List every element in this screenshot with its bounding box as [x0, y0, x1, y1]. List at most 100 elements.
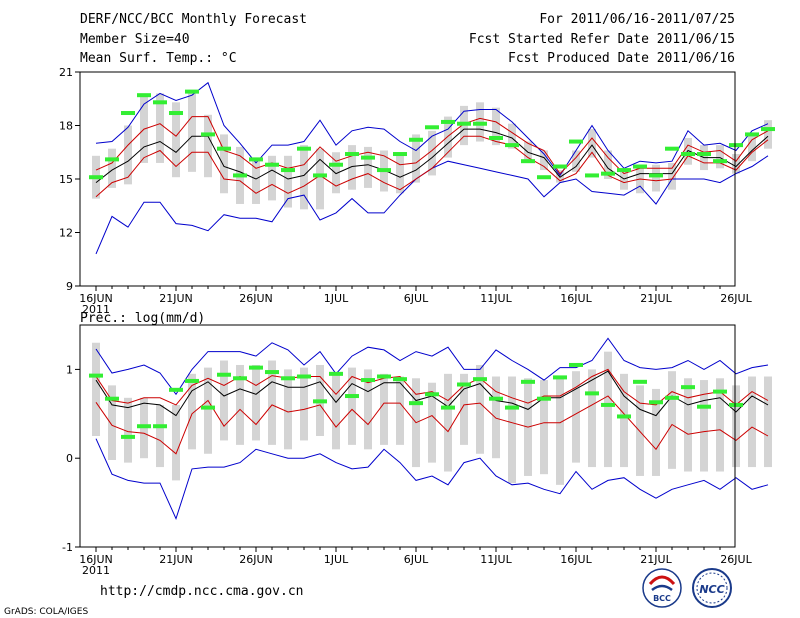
precip-x-tick-label: 6JUL — [404, 553, 429, 566]
header-start-date: Fcst Started Refer Date 2011/06/15 — [469, 32, 735, 47]
precip-median-marker — [297, 374, 311, 379]
precip-median-marker — [121, 434, 135, 439]
header-forecast-period: For 2011/06/16-2011/07/25 — [539, 12, 735, 27]
precip-x-tick-label: 21JUN — [159, 553, 193, 566]
temp-x-tick-label: 21JUN — [159, 292, 193, 305]
precip-median-marker — [153, 424, 167, 429]
temp-x-year-label: 2011 — [82, 303, 110, 316]
precip-median-marker — [393, 377, 407, 382]
footer-credit: GrADS: COLA/IGES — [4, 607, 88, 617]
temp-x-tick-label: 1JUL — [324, 292, 349, 305]
temp-spread-box — [316, 148, 324, 210]
temperature-panel: 9 12 15 18 21 16JUN 21JUN 26JUN 1JUL 6JUL 11JUL 16J… — [59, 66, 775, 316]
temp-median-marker — [489, 135, 503, 140]
precip-median-marker — [569, 362, 583, 367]
temp-x-tick-label: 11JUL — [480, 292, 512, 305]
header-member-size: Member Size=40 — [80, 32, 190, 47]
precip-median-marker — [329, 371, 343, 376]
ncc-logo-text: NCC — [699, 583, 724, 596]
precip-spread-box — [508, 376, 516, 484]
precip-median-marker — [217, 372, 231, 377]
precip-spread-box — [428, 382, 436, 463]
precip-spread-box — [92, 342, 100, 436]
precip-spread-box — [172, 404, 180, 481]
precip-spread-box — [348, 367, 356, 445]
precip-spread-box — [236, 364, 244, 445]
precip-spread-box — [284, 369, 292, 450]
temp-spread-box — [188, 89, 196, 172]
precip-median-marker — [313, 399, 327, 404]
temp-median-marker — [553, 164, 567, 169]
precip-spread-box — [684, 378, 692, 472]
temp-median-marker — [345, 152, 359, 157]
precipitation-panel: -1 0 1 16JUN 21JUN 26JUN 1JUL 6JUL 11JUL 16JUL 21J… — [62, 324, 772, 577]
precip-spread-box — [588, 369, 596, 468]
precip-spread-box — [156, 404, 164, 468]
precip-median-marker — [457, 382, 471, 387]
temp-spread-box — [124, 125, 132, 185]
precip-spread-box — [716, 378, 724, 472]
temp-median-marker — [681, 152, 695, 157]
temp-median-marker — [89, 175, 103, 180]
precip-median-marker — [425, 392, 439, 397]
temp-spread-box — [572, 150, 580, 172]
temp-spread-box — [268, 155, 276, 201]
precip-plot-frame — [79, 324, 736, 548]
temp-median-marker — [505, 143, 519, 148]
precip-max-line — [95, 337, 769, 396]
precip-x-year-label: 2011 — [82, 564, 110, 577]
temp-median-marker — [537, 175, 551, 180]
precip-spread-box — [476, 364, 484, 454]
bcc-logo: BCC — [642, 568, 682, 608]
temp-median-marker — [137, 93, 151, 98]
precip-spread-box — [108, 385, 116, 460]
temp-median-marker — [377, 168, 391, 173]
precip-spread-box — [700, 380, 708, 472]
temp-median-marker — [425, 125, 439, 130]
precip-median-marker — [89, 373, 103, 378]
temp-median-marker — [249, 157, 263, 162]
precip-median-marker — [649, 400, 663, 405]
temp-median-marker — [633, 164, 647, 169]
precip-spread-box — [652, 388, 660, 476]
temp-median-marker — [201, 132, 215, 137]
temp-median-marker — [649, 173, 663, 178]
precip-spread-box — [252, 364, 260, 441]
temp-spread-box — [252, 159, 260, 204]
temp-spread-box — [284, 155, 292, 208]
temp-spread-box — [540, 150, 548, 171]
precip-spread-box — [204, 367, 212, 454]
temp-x-tick-label: 21JUL — [640, 292, 672, 305]
precip-median-marker — [361, 378, 375, 383]
precip-spread-box — [764, 376, 772, 468]
footer-url: http://cmdp.ncc.cma.gov.cn — [100, 584, 304, 599]
temp-x-tick-label: 16JUN — [79, 292, 113, 305]
precip-median-marker — [729, 402, 743, 407]
precip-median-marker — [697, 404, 711, 409]
precip-spread-box — [188, 373, 196, 450]
precip-median-marker — [137, 424, 151, 429]
precip-spread-box — [556, 378, 564, 485]
precip-x-tick-label: 21JUL — [640, 553, 672, 566]
precip-median-marker — [505, 405, 519, 410]
precip-median-marker — [489, 396, 503, 401]
precip-spread-box — [396, 376, 404, 445]
temp-spread-box — [172, 102, 180, 178]
temp-median-marker — [313, 173, 327, 178]
temp-spread-box — [716, 145, 724, 169]
precip-spread-box — [572, 371, 580, 463]
temp-upper-line — [95, 116, 769, 175]
precip-median-marker — [585, 391, 599, 396]
precip-median-marker — [345, 394, 359, 399]
temp-spread-box — [748, 132, 756, 162]
precip-min-line — [95, 438, 769, 520]
precip-median-marker — [713, 389, 727, 394]
temp-median-marker — [521, 159, 535, 164]
temp-y-tick-label: 18 — [59, 120, 73, 133]
temp-median-marker — [281, 168, 295, 173]
precip-median-marker — [665, 395, 679, 400]
temp-spread-box — [348, 145, 356, 190]
temp-median-marker — [329, 162, 343, 167]
precip-spread-box — [732, 385, 740, 468]
